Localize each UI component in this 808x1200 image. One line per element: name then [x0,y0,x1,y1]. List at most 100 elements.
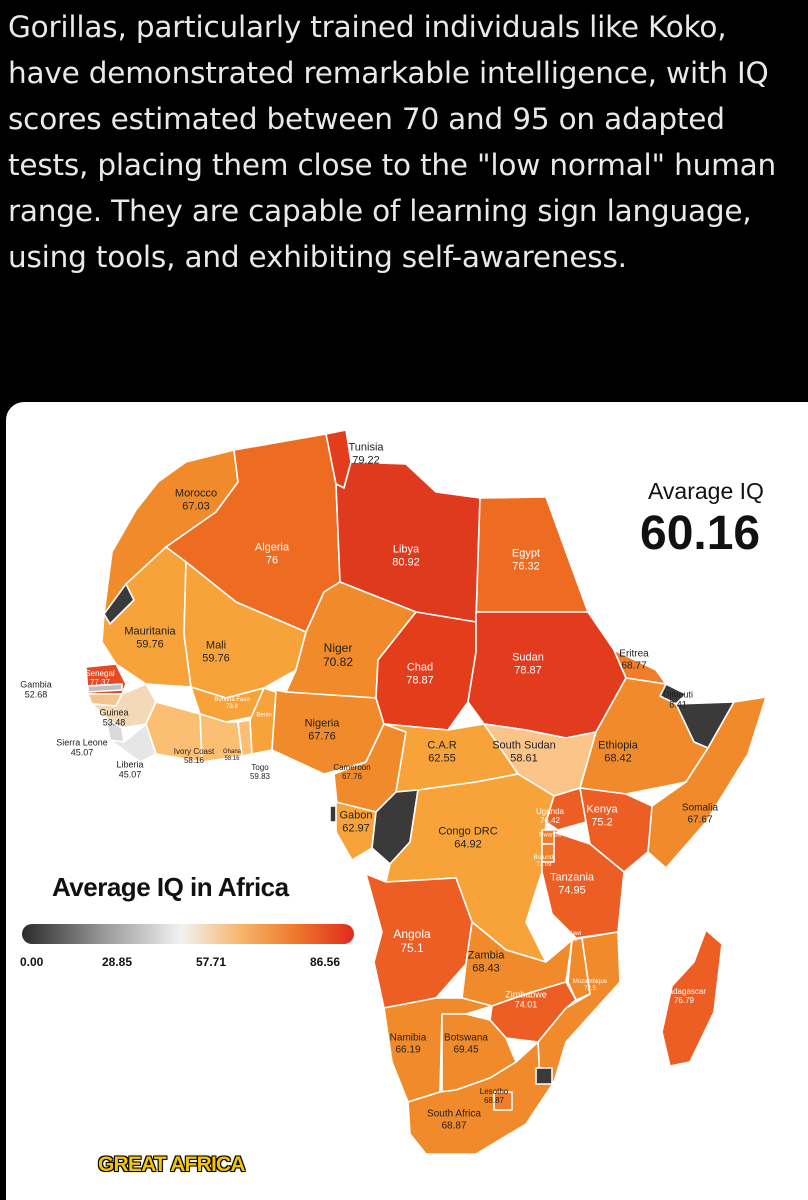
country-label-ivory-coast: Ivory Coast 58.16 [174,747,214,765]
country-label-botswana: Botswana 69.45 [444,1033,488,1056]
country-name: Liberia [116,759,144,770]
country-name: Sierra Leone [56,737,108,748]
country-label-zimbabwe: Zimbabwe 74.01 [505,990,547,1011]
country-name: Gambia [20,679,52,690]
region-gambia [87,683,123,693]
country-iq-value: 8.41 [669,700,687,710]
country-iq-value: 73.8 [226,704,238,710]
country-label-morocco: Morocco 67.03 [175,487,217,512]
region-malawi [567,937,591,1001]
country-name: Ethiopia [598,739,638,752]
country-label-c-a-r: C.A.R 62.55 [427,739,456,764]
country-label-lesotho: Lesotho 68.87 [480,1087,508,1105]
country-iq-value: 67.67 [687,814,713,825]
country-name: Angola [393,927,431,942]
country-name: Chad [406,661,434,674]
country-label-gabon: Gabon 62.97 [339,809,372,834]
country-label-niger: Niger 70.82 [322,641,354,670]
country-label-nigeria: Nigeria 67.76 [305,717,340,742]
country-label-eritrea: Eritrea 68.77 [619,649,648,672]
country-label-namibia: Namibia 66.19 [390,1033,427,1056]
country-label-guinea: Guinea 53.48 [99,708,128,729]
country-iq-value: 72.5 [584,986,596,992]
country-iq-value: 62.97 [342,822,370,834]
average-iq-title: Avarage IQ [648,478,764,504]
country-iq-value: 75.2 [591,816,613,828]
country-label-algeria: Algeria 76 [255,541,289,566]
country-iq-value: 80.92 [392,556,420,568]
country-iq-value: 68.87 [483,1096,505,1105]
legend-tick-1: 28.85 [102,955,133,969]
country-iq-value: 68.77 [621,660,647,671]
legend-tick-2: 57.71 [196,955,227,969]
country-name: Rwanda [538,832,562,839]
country-label-gambia: Gambia 52.68 [20,680,52,701]
country-name: Gabon [339,809,373,822]
country-iq-value: 78.87 [514,664,542,676]
country-label-chad: Chad 78.87 [406,661,434,686]
map-image: Avarage IQ 60.16 Tunisia 79.22 Morocco 67.0… [6,402,808,1200]
country-iq-value: 76 [265,554,279,566]
average-iq-value: 60.16 [640,507,761,560]
country-iq-value: 76.42 [539,816,561,825]
country-label-uganda: Uganda 76.42 [536,807,564,825]
country-iq-value: 58.16 [224,756,240,762]
country-name: Botswana [444,1032,488,1044]
country-iq-value: 59.83 [249,772,271,781]
country-name: Congo DRC [438,825,498,838]
country-name: Zambia [467,949,505,962]
country-name: Tanzania [549,871,595,884]
country-name: Somalia [681,802,719,814]
country-iq-value: 58.16 [183,756,205,765]
country-iq-value: 68.42 [604,752,632,764]
country-label-rwanda: Rwanda [539,833,561,840]
country-name: Mali [205,639,227,652]
country-label-cameroon: Cameroon 67.76 [333,763,370,781]
country-label-mauritania: Mauritania 59.76 [124,625,175,650]
country-name: Libya [392,543,420,556]
region-uganda [545,787,587,831]
region-somalia [647,696,767,869]
region-eswatini [535,1067,553,1085]
country-label-malawi: Malawi 69.7 [563,931,582,945]
country-iq-value: 62.55 [428,752,456,764]
country-iq-value: 68.43 [472,962,500,974]
country-iq-value: 58.61 [510,752,538,764]
region-kenya [579,787,653,873]
country-iq-value: 70.82 [322,655,354,669]
country-label-egypt: Egypt 76.32 [512,547,540,572]
country-name: Madagascar [661,986,707,996]
country-iq-value: 72.09 [536,862,552,868]
country-label-togo: Togo 59.83 [250,763,270,781]
country-name: Kenya [586,803,618,816]
region-gabon [335,801,377,861]
country-name: Ivory Coast [173,746,215,756]
country-label-burkina-faso: Burkina Faso 73.8 [214,697,249,711]
country-name: Morocco [174,487,218,500]
country-name: Egypt [511,547,541,560]
region-madagascar [661,929,723,1067]
country-iq-value: 53.48 [102,718,126,728]
country-iq-value: 74.95 [558,884,586,896]
country-name: Eritrea [619,648,649,660]
region-tanzania [541,831,625,939]
country-label-somalia: Somalia 67.67 [682,803,718,826]
country-iq-value: 64.92 [454,838,482,850]
legend-gradient-bar [22,924,354,944]
country-label-congo-drc: Congo DRC 64.92 [438,825,497,850]
country-label-mozambique: Mozambique 72.5 [573,979,607,993]
country-iq-value: 67.76 [341,772,363,781]
country-name: Namibia [389,1032,427,1044]
country-name: Ghana [222,749,242,756]
country-label-tunisia: Tunisia 79.22 [348,441,383,466]
country-iq-value: 77.37 [89,678,111,687]
country-label-ethiopia: Ethiopia 68.42 [598,739,638,764]
country-label-south-africa: South Africa 68.87 [427,1109,481,1132]
brand-watermark: GREAT AFRICA [98,1153,246,1176]
country-iq-value: 52.68 [24,690,48,700]
region-angola [365,873,473,1009]
country-iq-value: 69.45 [453,1044,479,1055]
country-label-zambia: Zambia 68.43 [468,949,505,974]
country-name: South Africa [427,1108,481,1120]
legend-title: Average IQ in Africa [52,872,289,902]
